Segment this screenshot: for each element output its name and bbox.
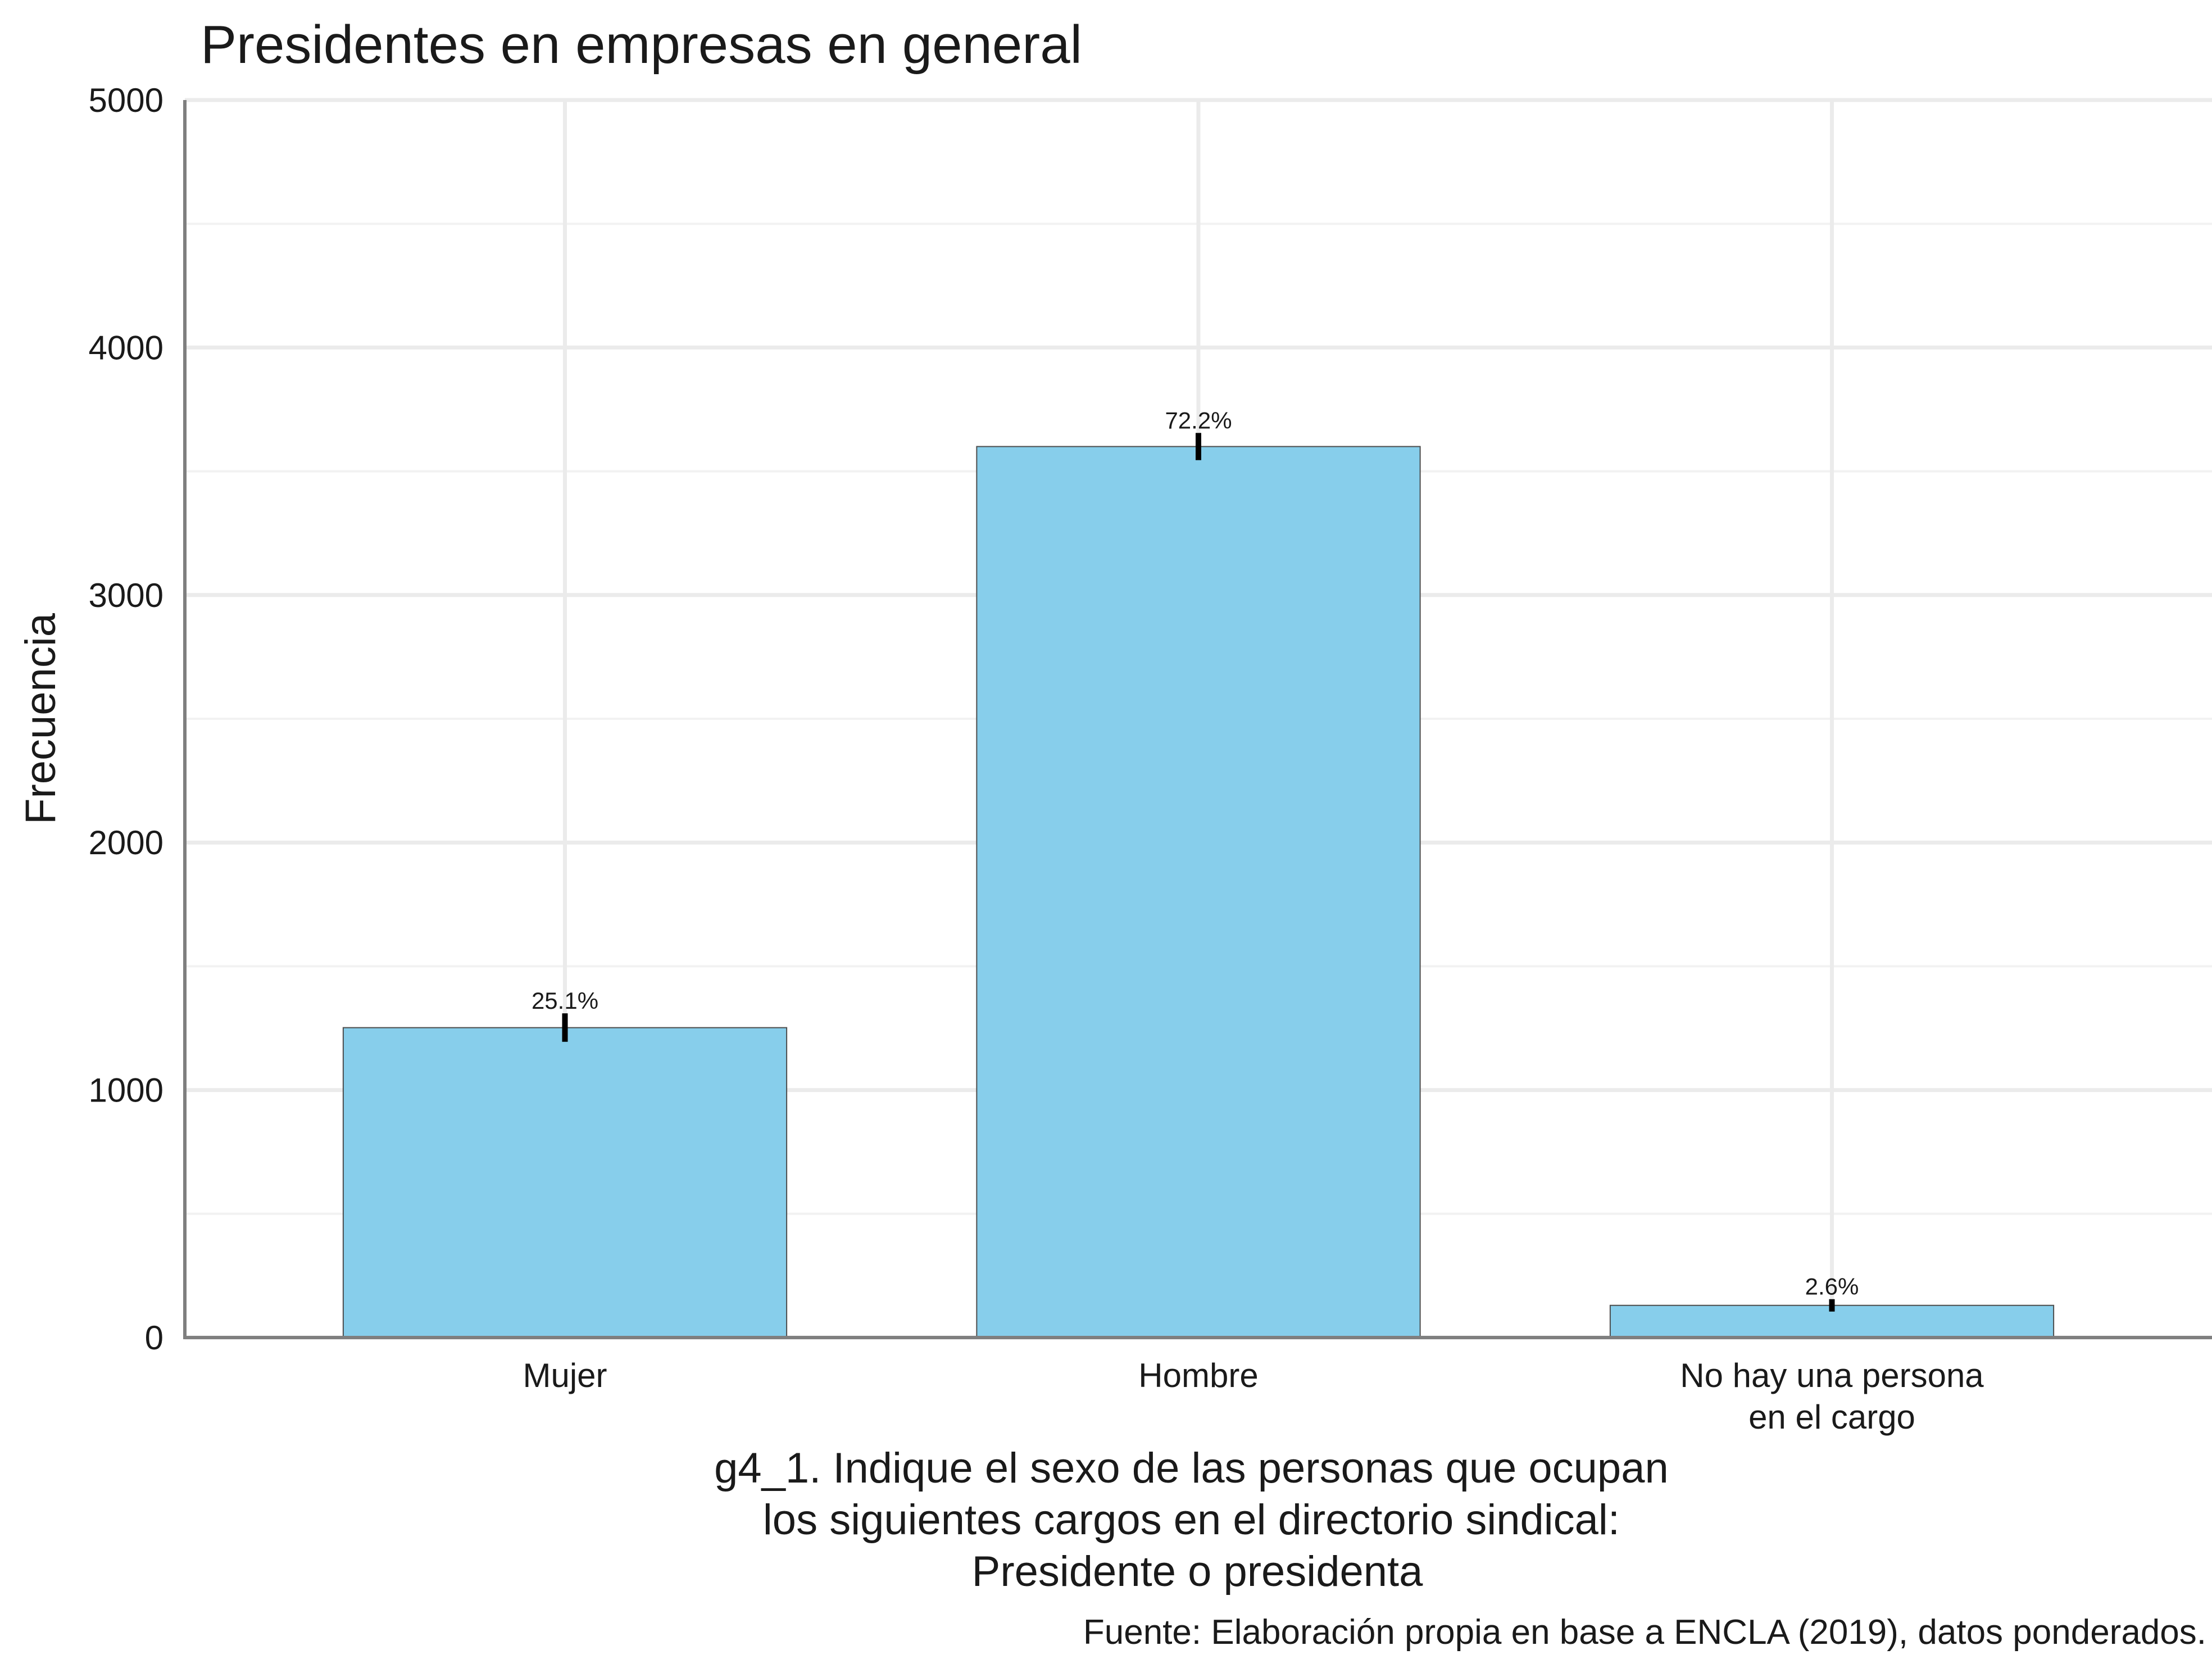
x-tick-label-line: Mujer xyxy=(523,1357,607,1394)
data-label: 2.6% xyxy=(1805,1273,1859,1300)
bar xyxy=(342,1027,788,1338)
y-tick-label: 3000 xyxy=(89,577,163,614)
x-tick-label: Mujer xyxy=(523,1357,607,1394)
source-caption: Fuente: Elaboración propia en base a ENC… xyxy=(1083,1613,2206,1652)
bar xyxy=(976,446,1421,1338)
x-axis-title: g4_1. Indique el sexo de las personas qu… xyxy=(714,1444,1680,1595)
x-axis-title-line-1: g4_1. Indique el sexo de las personas qu… xyxy=(714,1444,1669,1492)
y-tick-label: 0 xyxy=(145,1319,163,1357)
x-axis-title-line-3: Presidente o presidenta xyxy=(972,1548,1423,1595)
y-tick-labels: 0 1000 2000 3000 4000 5000 xyxy=(89,81,163,1357)
x-tick-label: Hombre xyxy=(1138,1357,1258,1394)
y-tick-label: 5000 xyxy=(89,81,163,119)
data-label: 72.2% xyxy=(1165,407,1232,433)
y-tick-label: 1000 xyxy=(89,1072,163,1109)
y-tick-label: 2000 xyxy=(89,824,163,862)
x-axis-title-line-2: los siguientes cargos en el directorio s… xyxy=(763,1496,1620,1544)
y-tick-label: 4000 xyxy=(89,329,163,366)
x-tick-label-line: en el cargo xyxy=(1748,1398,1915,1436)
axes xyxy=(183,100,2212,1339)
x-tick-label-line: Hombre xyxy=(1138,1357,1258,1394)
x-tick-labels: Mujer Hombre No hay una persona en el cargo xyxy=(523,1357,1984,1436)
y-axis-title: Frecuencia xyxy=(17,613,65,824)
x-tick-label-line: No hay una persona xyxy=(1680,1357,1984,1394)
data-label: 25.1% xyxy=(532,987,598,1014)
data-labels: 25.1% 72.2% 2.6% xyxy=(532,407,1859,1299)
x-tick-label: No hay una persona en el cargo xyxy=(1680,1357,1984,1436)
error-bars xyxy=(562,433,1835,1312)
bars xyxy=(342,446,2055,1339)
chart-title: Presidentes en empresas en general xyxy=(201,15,1082,75)
